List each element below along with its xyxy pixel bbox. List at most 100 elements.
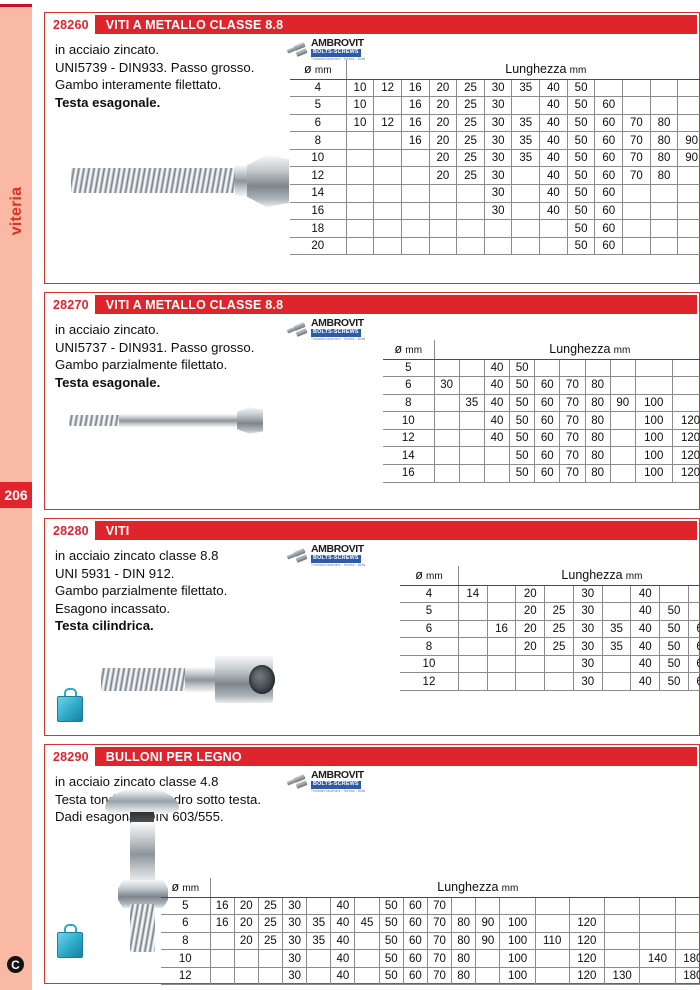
length-cell: 20 bbox=[234, 914, 259, 933]
length-cell bbox=[373, 166, 402, 186]
length-cell: 60 bbox=[403, 932, 428, 951]
bolt-round-head bbox=[105, 788, 179, 814]
length-cell bbox=[346, 219, 375, 238]
length-cell: 60 bbox=[594, 149, 624, 168]
length-cell: 70 bbox=[427, 949, 453, 968]
length-cell bbox=[434, 359, 460, 378]
length-cell bbox=[306, 967, 332, 986]
length-cell: 70 bbox=[559, 429, 586, 448]
table-row: 5 40 50 bbox=[383, 359, 700, 378]
length-cell: 10 bbox=[346, 79, 375, 98]
desc-line: in acciaio zincato. bbox=[55, 42, 160, 57]
table-row: 12 40 50 60 70 80 100 120 bbox=[383, 429, 700, 448]
length-cell bbox=[373, 219, 402, 238]
length-cell: 60 bbox=[534, 446, 561, 466]
screws-icon bbox=[286, 42, 309, 57]
length-cell bbox=[484, 219, 513, 238]
diameter-cell: 16 bbox=[290, 202, 347, 221]
length-cell bbox=[346, 202, 375, 221]
length-cell: 10 bbox=[346, 114, 375, 133]
diameter-header: ø mm bbox=[290, 60, 347, 80]
diameter-cell: 14 bbox=[290, 184, 347, 203]
diameter-cell: 14 bbox=[383, 446, 435, 466]
length-cell bbox=[677, 237, 700, 256]
bolt-hex-head bbox=[247, 155, 289, 207]
length-cell: 16 bbox=[401, 79, 430, 98]
table-row: 1650607080100120140 bbox=[383, 464, 700, 483]
product-section-28260: 28260 VITI A METALLO CLASSE 8.8 in accia… bbox=[44, 12, 700, 284]
length-cell: 40 bbox=[630, 655, 661, 674]
product-title: BULLONI PER LEGNO bbox=[105, 749, 242, 764]
product-photo-socket-head-screw bbox=[63, 648, 293, 712]
product-section-28290: 28290 BULLONI PER LEGNO in acciaio zinca… bbox=[44, 744, 700, 986]
length-cell bbox=[258, 949, 284, 968]
length-cell: 70 bbox=[559, 376, 586, 395]
length-cell bbox=[639, 897, 676, 916]
length-cell bbox=[544, 655, 574, 674]
length-cell bbox=[373, 131, 402, 150]
length-cell bbox=[650, 202, 679, 221]
diameter-cell: 12 bbox=[290, 166, 347, 186]
specification-table-28280: ø mm Lunghezza mm 4 14 20 30 40 5 20 25 30 40 50 6 16 2… bbox=[400, 566, 700, 692]
hex-nut bbox=[118, 880, 168, 908]
length-cell: 25 bbox=[456, 131, 485, 150]
length-cell bbox=[434, 446, 460, 466]
desc-line-bold: Testa cilindrica. bbox=[55, 618, 154, 633]
length-cell: 70 bbox=[427, 932, 453, 951]
length-cell: 50 bbox=[509, 394, 536, 413]
length-cell bbox=[429, 219, 458, 238]
length-cell: 25 bbox=[456, 149, 485, 168]
table-row: 5 10 16 20 25 30 40 50 60 bbox=[290, 96, 700, 115]
product-section-28280: 28280 VITI in acciaio zincato classe 8.8… bbox=[44, 518, 700, 736]
length-cell: 50 bbox=[567, 79, 596, 98]
diameter-cell: 5 bbox=[161, 897, 211, 916]
length-cell bbox=[688, 585, 700, 604]
length-cell: 20 bbox=[234, 932, 259, 951]
length-cell: 60 bbox=[594, 166, 624, 186]
desc-line: Gambo parzialmente filettato. bbox=[55, 357, 228, 372]
length-cell: 50 bbox=[567, 96, 596, 115]
length-cell bbox=[459, 446, 485, 466]
length-cell: 35 bbox=[511, 79, 541, 98]
length-cell bbox=[559, 359, 586, 378]
length-cell bbox=[354, 932, 380, 951]
length-cell: 80 bbox=[585, 376, 611, 395]
length-cell bbox=[434, 394, 460, 413]
diameter-cell: 6 bbox=[161, 914, 211, 933]
length-cell: 40 bbox=[539, 184, 568, 203]
length-cell: 60 bbox=[403, 897, 428, 916]
length-cell: 80 bbox=[650, 114, 679, 133]
bolt-threaded-shank bbox=[71, 168, 239, 193]
section-header: 28270 VITI A METALLO CLASSE 8.8 bbox=[47, 295, 697, 314]
diameter-cell: 8 bbox=[400, 637, 459, 656]
length-cell: 100 bbox=[635, 429, 673, 448]
length-cell bbox=[602, 585, 632, 604]
length-cell bbox=[456, 237, 485, 256]
length-cell: 25 bbox=[456, 79, 485, 98]
length-cell: 60 bbox=[403, 914, 428, 933]
table-row: 10 40 50 60 70 80 100 120 bbox=[383, 411, 700, 430]
length-cell: 20 bbox=[429, 96, 458, 115]
length-cell: 60 bbox=[534, 411, 561, 430]
length-cell bbox=[459, 359, 485, 378]
length-cell: 50 bbox=[509, 376, 536, 395]
length-cell: 50 bbox=[659, 672, 689, 692]
desc-line: UNI5739 - DIN933. Passo grosso. bbox=[55, 59, 255, 75]
length-cell: 35 bbox=[511, 149, 541, 168]
length-cell: 25 bbox=[544, 620, 574, 639]
length-cell: 70 bbox=[427, 914, 453, 933]
length-cell: 30 bbox=[573, 585, 603, 604]
bolt-smooth-shank bbox=[130, 822, 155, 884]
bolt-threaded-tip bbox=[130, 904, 155, 952]
length-cell bbox=[535, 897, 570, 916]
diameter-cell: 6 bbox=[383, 376, 435, 395]
length-cell: 40 bbox=[539, 114, 568, 133]
desc-line: Esagono incassato. bbox=[55, 600, 171, 616]
length-cell: 20 bbox=[429, 79, 458, 98]
product-section-28270: 28270 VITI A METALLO CLASSE 8.8 in accia… bbox=[44, 292, 700, 510]
length-cell bbox=[622, 219, 651, 238]
length-cell bbox=[610, 429, 636, 448]
length-cell: 25 bbox=[456, 166, 485, 186]
product-code: 28290 bbox=[47, 747, 95, 766]
length-cell: 40 bbox=[630, 585, 661, 604]
